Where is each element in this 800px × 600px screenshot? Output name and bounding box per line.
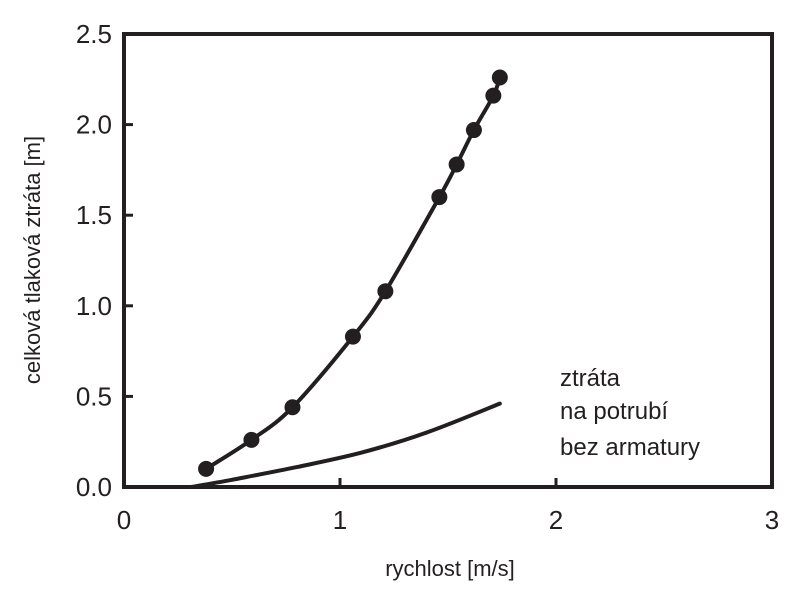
data-point (243, 431, 260, 448)
annotation-line-2: na potrubí (560, 398, 668, 425)
x-tick-label: 0 (117, 505, 131, 535)
data-point (491, 69, 508, 86)
data-point (198, 460, 215, 477)
data-point (344, 328, 361, 345)
x-tick-label: 1 (333, 505, 347, 535)
x-axis-label: rychlost [m/s] (385, 556, 515, 581)
y-axis-ticks: 0.0 0.5 1.0 1.5 2.0 2.5 (76, 19, 133, 502)
plot-frame (122, 32, 774, 489)
y-tick-label: 2.5 (76, 19, 112, 49)
data-point (431, 189, 448, 206)
series-layer (189, 69, 508, 489)
data-point (448, 156, 465, 173)
y-tick-label: 2.0 (76, 110, 112, 140)
data-point (485, 87, 502, 104)
annotation-line-3: bez armatury (560, 434, 700, 461)
y-tick-label: 0.5 (76, 381, 112, 411)
data-point (284, 399, 301, 416)
data-point (465, 122, 482, 139)
x-tick-label: 3 (765, 505, 779, 535)
annotation-line-1: ztráta (560, 365, 621, 392)
y-tick-label: 0.0 (76, 472, 112, 502)
x-tick-label: 2 (549, 505, 563, 535)
pipe-loss-curve (189, 401, 502, 489)
data-point (377, 283, 394, 300)
y-tick-label: 1.0 (76, 291, 112, 321)
y-tick-label: 1.5 (76, 200, 112, 230)
fit-curve (204, 75, 502, 471)
y-axis-label: celková tlaková ztráta [m] (20, 136, 45, 384)
